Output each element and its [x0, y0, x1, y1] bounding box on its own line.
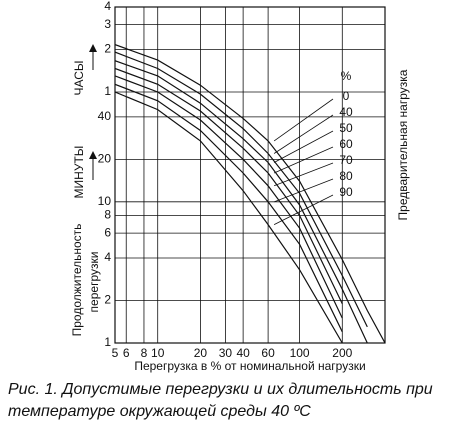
- curve: [115, 75, 343, 319]
- legend-label: 70: [339, 153, 353, 167]
- legend-label: 60: [339, 137, 353, 151]
- leader-line: [273, 162, 334, 187]
- y-tick-label: 10: [98, 194, 112, 208]
- x-tick-label: 20: [194, 346, 208, 360]
- y-tick-label: 4: [104, 250, 111, 264]
- legend-label: 80: [339, 169, 353, 183]
- y-tick-label: 3: [104, 17, 111, 31]
- legend-label: 90: [339, 185, 353, 199]
- x-tick-label: 200: [332, 346, 352, 360]
- y-tick-label: 6: [104, 225, 111, 239]
- legend-label: 0: [343, 89, 350, 103]
- y-tick-label: 40: [98, 109, 112, 123]
- y-title: Продолжительность: [70, 224, 84, 337]
- y-tick-label: 2: [104, 42, 111, 56]
- x-tick-label: 6: [123, 346, 130, 360]
- x-tick-label: 5: [112, 346, 119, 360]
- y-tick-label: 20: [98, 152, 112, 166]
- curve: [115, 51, 368, 328]
- curve: [115, 44, 385, 343]
- x-tick-label: 60: [261, 346, 275, 360]
- x-tick-label: 8: [141, 346, 148, 360]
- curve: [115, 67, 343, 304]
- y-tick-label: 8: [104, 208, 111, 222]
- arrow-head: [89, 151, 97, 159]
- y-title: перегрузки: [87, 252, 101, 313]
- y-label-minutes: МИНУТЫ: [72, 146, 86, 199]
- x-tick-label: 30: [219, 346, 233, 360]
- leader-line: [273, 114, 334, 154]
- x-tick-label: 10: [151, 346, 165, 360]
- leader-line: [273, 130, 334, 163]
- leader-line: [273, 98, 334, 142]
- y-tick-label: 4: [104, 0, 111, 13]
- x-tick-label: 100: [290, 346, 310, 360]
- legend-title: Предварительная нагрузка: [396, 69, 410, 220]
- x-tick-label: 40: [236, 346, 250, 360]
- legend-label: 40: [339, 105, 353, 119]
- leader-line: [273, 146, 334, 174]
- curve: [115, 91, 343, 343]
- y-tick-label: 1: [104, 84, 111, 98]
- y-tick-label: 1: [104, 335, 111, 349]
- y-label-hours: ЧАСЫ: [72, 60, 86, 95]
- leader-line: [273, 194, 334, 225]
- x-label: Перегрузка в % от номинальной нагрузки: [134, 359, 365, 373]
- caption: температуре окружающей среды 40 ºС: [8, 403, 311, 420]
- caption: Рис. 1. Допустимые перегрузки и их длите…: [8, 381, 433, 398]
- legend-unit: %: [341, 69, 352, 83]
- curve: [115, 60, 368, 343]
- curve: [115, 83, 343, 333]
- arrow-head: [89, 44, 97, 52]
- legend-label: 50: [339, 121, 353, 135]
- y-tick-label: 2: [104, 293, 111, 307]
- leader-line: [273, 178, 334, 203]
